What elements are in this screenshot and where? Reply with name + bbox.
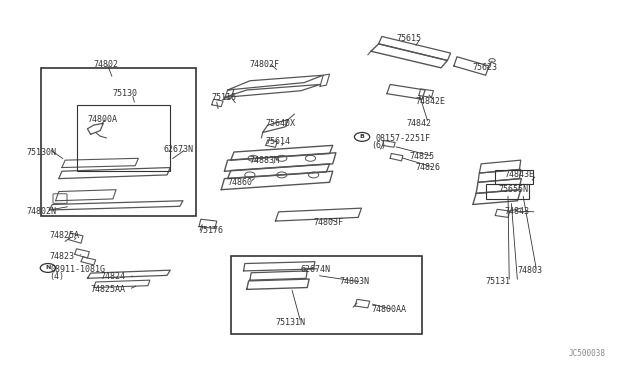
- Text: 74842: 74842: [406, 119, 431, 128]
- Text: 74826: 74826: [415, 163, 440, 172]
- Bar: [495, 170, 534, 184]
- Text: N: N: [45, 266, 51, 270]
- Text: 74800AA: 74800AA: [371, 305, 406, 314]
- Text: (4): (4): [49, 272, 64, 281]
- Text: 74802N: 74802N: [27, 207, 57, 217]
- Text: 75640X: 75640X: [266, 119, 296, 128]
- Text: 74825: 74825: [409, 152, 434, 161]
- Text: 75176: 75176: [199, 226, 224, 235]
- Text: 62673N: 62673N: [164, 145, 194, 154]
- Text: 75655N: 75655N: [499, 185, 529, 194]
- Text: 75615: 75615: [396, 34, 422, 43]
- Text: 74803N: 74803N: [339, 278, 369, 286]
- Text: 75131: 75131: [486, 278, 511, 286]
- Text: 74842E: 74842E: [415, 97, 445, 106]
- Text: 08911-1081G: 08911-1081G: [51, 264, 106, 273]
- Text: 08157-2251F: 08157-2251F: [376, 134, 431, 142]
- Text: 74802F: 74802F: [250, 60, 280, 69]
- Bar: [231, 256, 422, 334]
- Text: 75130: 75130: [113, 89, 138, 98]
- Text: 74823: 74823: [49, 251, 74, 261]
- Text: 74825A: 74825A: [49, 231, 79, 240]
- Text: 74803: 74803: [518, 266, 543, 275]
- Text: 74860: 74860: [228, 178, 253, 187]
- Text: 74802: 74802: [94, 60, 119, 69]
- Bar: [486, 184, 529, 199]
- Text: 74843E: 74843E: [505, 170, 535, 179]
- Text: 74843: 74843: [505, 207, 530, 217]
- Text: 74803F: 74803F: [314, 218, 344, 227]
- Text: 75131N: 75131N: [275, 318, 305, 327]
- Text: 75623: 75623: [473, 63, 498, 72]
- Text: JC500038: JC500038: [569, 349, 606, 358]
- Text: B: B: [360, 134, 365, 140]
- Text: 74800A: 74800A: [88, 115, 117, 124]
- Text: 75614: 75614: [266, 137, 291, 146]
- Bar: [77, 105, 170, 171]
- Text: 75116: 75116: [212, 93, 237, 102]
- Text: (6): (6): [371, 141, 386, 150]
- Bar: [41, 68, 196, 215]
- Text: 74825AA: 74825AA: [91, 285, 125, 294]
- Text: 62674N: 62674N: [301, 264, 331, 273]
- Text: 74883M: 74883M: [250, 155, 280, 165]
- Text: 75130N: 75130N: [27, 148, 57, 157]
- Text: 74824: 74824: [100, 272, 125, 281]
